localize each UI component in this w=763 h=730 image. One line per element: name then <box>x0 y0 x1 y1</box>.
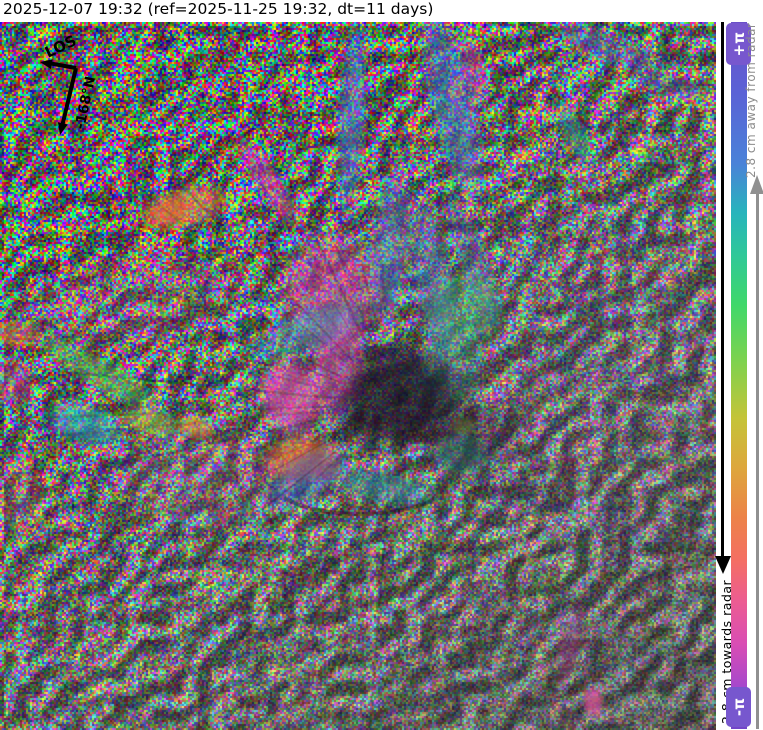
towards-radar-arrow-shaft <box>721 22 724 558</box>
colorbar-min-label: -π <box>729 697 748 717</box>
phase-colorbar <box>731 22 747 729</box>
towards-radar-arrow-head <box>715 556 731 574</box>
away-from-radar-arrow-shaft <box>756 193 759 729</box>
away-from-radar-label: 2.8 cm away from radar <box>744 22 758 178</box>
interferogram-image[interactable] <box>0 22 716 730</box>
figure-title: 2025-12-07 19:32 (ref=2025-11-25 19:32, … <box>3 0 434 18</box>
away-from-radar-arrow-head <box>750 175 763 194</box>
colorbar-min-badge: -π <box>726 687 751 727</box>
colorbar-max-badge: +π <box>726 23 751 65</box>
